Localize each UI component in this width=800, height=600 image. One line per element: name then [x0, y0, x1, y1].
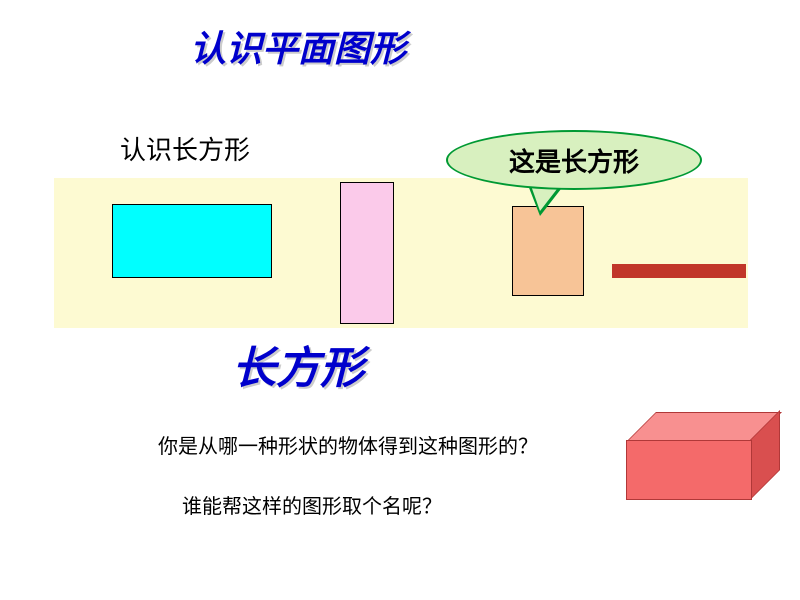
cuboid-front — [626, 440, 752, 500]
shape-name-label: 长方形 — [232, 332, 364, 396]
rectangle-red-thin — [612, 264, 746, 278]
rectangle-cyan — [112, 204, 272, 278]
question-1: 你是从哪一种形状的物体得到这种图形的？ — [158, 430, 538, 459]
subtitle: 认识长方形 — [120, 130, 250, 167]
cuboid-icon — [626, 412, 778, 498]
question-2: 谁能帮这样的图形取个名呢？ — [182, 490, 442, 519]
speech-bubble-text: 这是长方形 — [509, 142, 639, 179]
rectangle-pink — [340, 182, 394, 324]
speech-bubble: 这是长方形 — [446, 130, 702, 190]
rectangle-orange — [512, 206, 584, 296]
page-title: 认识平面图形 — [190, 20, 406, 72]
